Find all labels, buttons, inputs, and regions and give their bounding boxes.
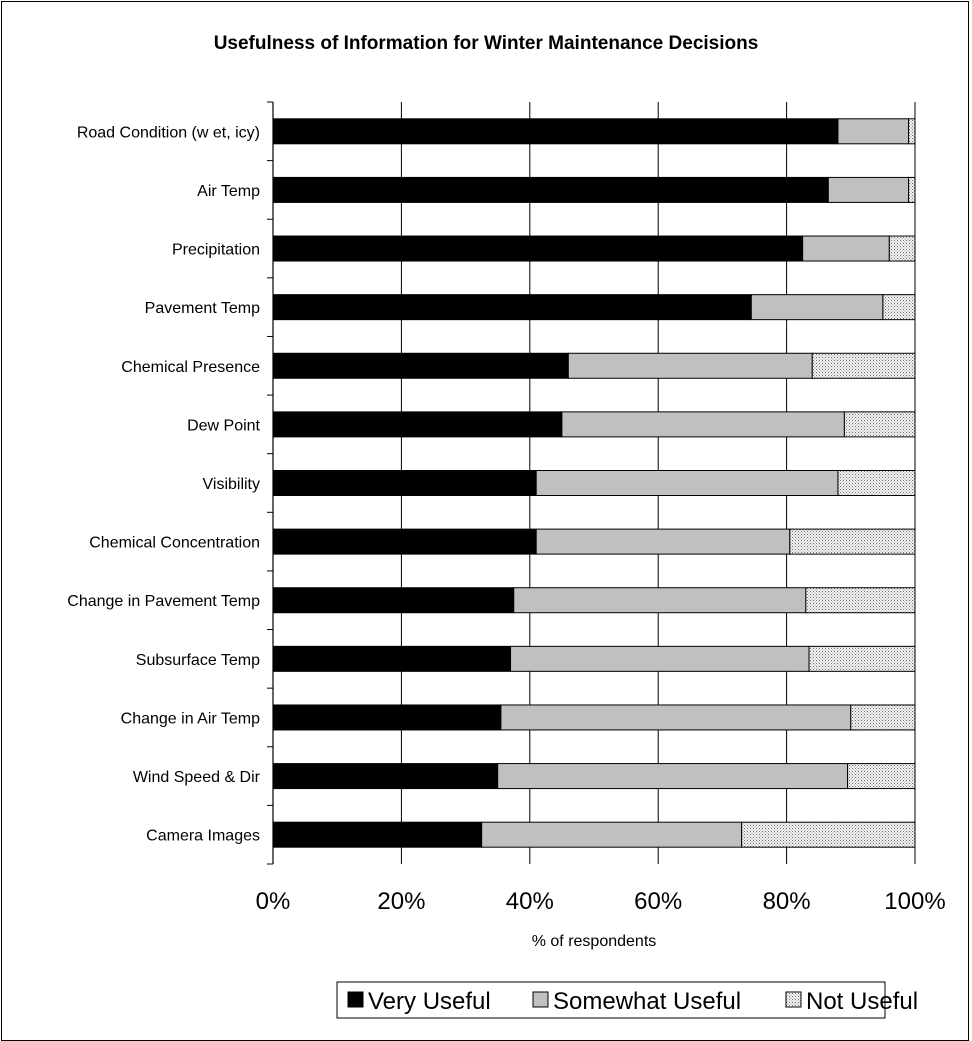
- axes: [267, 101, 274, 865]
- chart-title: Usefulness of Information for Winter Mai…: [214, 33, 759, 54]
- x-tick-label: 100%: [884, 888, 945, 915]
- x-tick-label: 40%: [506, 888, 554, 915]
- bar-segment: [272, 176, 829, 203]
- legend-swatch: [785, 991, 802, 1008]
- bar-segment: [805, 587, 916, 614]
- bar-segment: [789, 528, 916, 555]
- bar-segment: [272, 587, 515, 614]
- bar-segment: [847, 763, 916, 790]
- category-labels: Road Condition (w et, icy) Air Temp Precip…: [67, 124, 260, 844]
- bar-segment: [888, 235, 916, 262]
- category-label: Visibility: [203, 476, 261, 493]
- bar-segment: [272, 294, 752, 321]
- bar-segment: [811, 352, 916, 379]
- category-label: Chemical Presence: [121, 359, 260, 376]
- category-label: Pavement Temp: [145, 300, 260, 317]
- bar-segment: [850, 704, 916, 731]
- bar-segment: [272, 235, 804, 262]
- x-tick-label: 60%: [634, 888, 682, 915]
- bar-segment: [535, 470, 839, 496]
- legend: Very Useful Somewhat Useful Not Useful: [336, 981, 918, 1019]
- bar-segment: [272, 118, 839, 145]
- legend-label: Not Useful: [806, 988, 918, 1015]
- bar-segment: [513, 587, 807, 614]
- bar-segment: [843, 411, 916, 438]
- category-label: Wind Speed & Dir: [133, 769, 261, 786]
- bar-segment: [802, 235, 890, 262]
- category-label: Chemical Concentration: [89, 535, 260, 552]
- legend-swatch: [347, 991, 364, 1008]
- bar-segment: [837, 470, 916, 496]
- category-label: Dew Point: [187, 417, 260, 434]
- bar-segment: [827, 176, 910, 203]
- x-tick-label: 0%: [256, 888, 291, 915]
- bar-segment: [750, 294, 884, 321]
- bar-segment: [908, 118, 916, 145]
- legend-label: Very Useful: [368, 988, 491, 1015]
- bar-segment: [808, 645, 916, 672]
- bar-segment: [567, 352, 813, 379]
- bar-segment: [561, 411, 845, 438]
- x-tick-label: 20%: [377, 888, 425, 915]
- tick-labels: 0% 20% 40% 60% 80% 100%: [256, 888, 946, 915]
- bar-segment: [837, 118, 910, 145]
- bar-segment: [481, 821, 743, 848]
- x-axis-label: % of respondents: [532, 933, 657, 950]
- bar-segment: [908, 176, 916, 203]
- bar-segment: [535, 528, 791, 555]
- category-label: Air Temp: [197, 183, 260, 200]
- bar-segment: [497, 763, 849, 790]
- legend-label: Somewhat Useful: [553, 988, 741, 1015]
- bar-segment: [272, 821, 483, 848]
- category-label: Road Condition (w et, icy): [77, 124, 260, 141]
- bar-segment: [510, 645, 810, 672]
- bar-segment: [272, 704, 502, 731]
- bar-segment: [741, 821, 916, 848]
- bar-segment: [272, 470, 537, 496]
- bar-segment: [272, 352, 569, 379]
- legend-swatch: [532, 991, 549, 1008]
- bar-segment: [272, 763, 499, 790]
- bar-segment: [272, 528, 537, 555]
- category-label: Change in Air Temp: [121, 710, 260, 727]
- category-label: Subsurface Temp: [136, 652, 260, 669]
- category-label: Change in Pavement Temp: [67, 593, 260, 610]
- bar-segment: [272, 645, 512, 672]
- bar-segment: [272, 411, 563, 438]
- category-label: Camera Images: [146, 828, 260, 845]
- category-label: Precipitation: [172, 242, 260, 259]
- bars: [272, 118, 916, 848]
- x-tick-label: 80%: [763, 888, 811, 915]
- bar-segment: [882, 294, 916, 321]
- bar-segment: [500, 704, 852, 731]
